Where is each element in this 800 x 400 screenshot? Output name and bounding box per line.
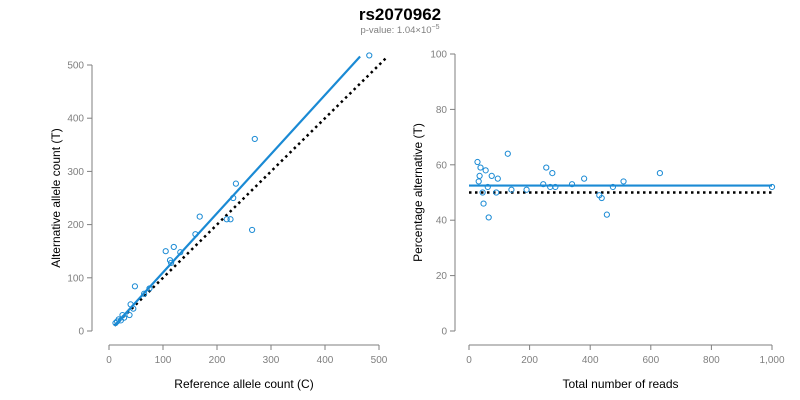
right-y-tick-label: 20	[436, 271, 448, 282]
left-y-tick-label: 0	[78, 327, 84, 338]
chart-subtitle: p-value: 1.04×10−5	[0, 24, 800, 36]
right-y-axis-title: Percentage alternative (T)	[411, 123, 425, 262]
right-data-point	[552, 183, 559, 191]
right-x-tick-label: 1,000	[759, 355, 784, 366]
right-x-tick-label: 600	[642, 355, 659, 366]
left-x-tick-label: 400	[317, 355, 334, 366]
left-y-tick-label: 200	[67, 220, 84, 231]
right-data-point	[568, 181, 576, 188]
left-data-point	[230, 194, 237, 202]
right-data-point	[656, 170, 663, 177]
left-data-point	[168, 259, 175, 267]
right-x-tick-label: 200	[521, 355, 538, 366]
left-data-point	[162, 248, 169, 255]
left-data-point	[141, 290, 148, 297]
left-data-point	[223, 216, 230, 223]
left-x-tick-label: 300	[263, 355, 280, 366]
right-data-point	[474, 158, 481, 166]
right-data-point	[609, 183, 617, 191]
left-reference-line	[113, 56, 388, 327]
right-data-point	[475, 178, 482, 185]
right-data-point	[480, 200, 487, 207]
left-data-point	[127, 301, 134, 308]
left-data-point	[232, 180, 239, 187]
right-y-tick-label: 80	[436, 105, 448, 116]
left-x-tick-label: 500	[371, 355, 388, 366]
right-data-point	[598, 194, 605, 202]
left-data-point	[146, 285, 153, 292]
left-y-tick-label: 300	[67, 167, 84, 178]
left-data-point	[112, 319, 119, 327]
left-fit-line	[113, 55, 361, 327]
right-data-point	[476, 172, 483, 179]
left-y-tick-label: 400	[67, 114, 84, 125]
p-value-exponent: −5	[431, 24, 440, 31]
left-x-axis-title: Reference allele count (C)	[174, 377, 313, 391]
right-data-point	[768, 183, 776, 191]
left-y-tick-label: 500	[67, 61, 84, 72]
left-y-axis-title: Alternative allele count (T)	[49, 128, 63, 267]
right-y-tick-label: 40	[436, 216, 448, 227]
right-y-tick-label: 100	[430, 50, 447, 61]
left-x-tick-label: 200	[209, 355, 226, 366]
right-data-point	[543, 164, 550, 171]
left-data-point	[131, 283, 139, 290]
left-data-point	[249, 226, 256, 234]
right-data-point	[603, 211, 610, 218]
right-data-point	[484, 183, 491, 191]
right-data-point	[479, 189, 486, 196]
left-data-point	[227, 216, 234, 223]
left-x-tick-label: 100	[155, 355, 172, 366]
right-data-point	[477, 164, 484, 171]
left-data-point	[126, 311, 133, 319]
right-data-point	[504, 150, 511, 157]
right-data-point	[523, 186, 530, 193]
left-data-point	[177, 249, 184, 256]
left-y-tick-label: 100	[67, 273, 84, 284]
left-data-point	[196, 213, 203, 220]
right-x-axis-title: Total number of reads	[562, 377, 678, 391]
right-x-tick-label: 0	[466, 355, 472, 366]
right-data-point	[488, 172, 495, 179]
p-value-label: p-value: 1.04×10	[360, 25, 432, 37]
left-data-point	[121, 314, 128, 321]
right-data-point	[540, 181, 547, 188]
right-y-tick-label: 0	[441, 327, 447, 338]
right-x-tick-label: 400	[582, 355, 599, 366]
right-data-point	[549, 170, 556, 177]
right-y-tick-label: 60	[436, 160, 448, 171]
right-data-point	[620, 178, 627, 185]
right-data-point	[494, 175, 501, 182]
right-x-tick-label: 800	[703, 355, 720, 366]
right-data-point	[581, 175, 588, 182]
left-data-point	[170, 243, 177, 251]
left-data-point	[251, 135, 258, 143]
chart-title: rs2070962	[358, 5, 442, 24]
right-data-point	[493, 189, 500, 196]
right-data-point	[485, 214, 492, 221]
right-data-point	[508, 186, 515, 193]
left-data-point	[366, 52, 373, 59]
left-x-tick-label: 0	[106, 355, 112, 366]
right-data-point	[482, 167, 489, 174]
left-data-point	[192, 231, 199, 238]
left-data-point	[130, 305, 137, 312]
